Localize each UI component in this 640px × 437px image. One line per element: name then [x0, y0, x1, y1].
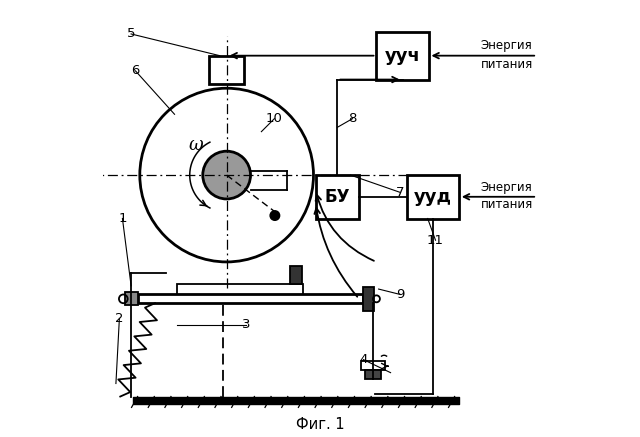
Bar [177, 284, 303, 295]
Text: Энергия: Энергия [481, 38, 532, 52]
Bar [364, 287, 374, 311]
Text: 8: 8 [348, 112, 356, 125]
Bar [361, 361, 385, 371]
Bar [125, 292, 138, 305]
Text: 10: 10 [266, 112, 283, 125]
Text: 5: 5 [127, 28, 136, 41]
Circle shape [270, 211, 280, 220]
Text: ууч: ууч [385, 47, 420, 65]
Bar [209, 55, 244, 84]
Text: ω: ω [189, 135, 204, 154]
Bar [316, 175, 359, 218]
Text: 6: 6 [131, 64, 140, 77]
Text: ууд: ууд [414, 188, 452, 206]
Circle shape [203, 151, 250, 199]
Text: 9: 9 [396, 288, 404, 301]
Bar [407, 175, 459, 218]
Text: питания: питания [481, 58, 533, 71]
Bar [376, 32, 429, 80]
Text: 4: 4 [359, 353, 367, 366]
Bar [365, 371, 381, 379]
Text: Фиг. 1: Фиг. 1 [296, 417, 344, 432]
Text: 1: 1 [118, 212, 127, 225]
Text: 2: 2 [115, 312, 124, 325]
Text: 7: 7 [396, 186, 404, 199]
Text: БУ: БУ [324, 188, 350, 206]
Text: 3: 3 [242, 319, 250, 331]
Text: 11: 11 [427, 234, 444, 247]
Bar [138, 295, 364, 303]
Bar [290, 266, 302, 284]
Text: питания: питания [481, 198, 533, 211]
Text: Энергия: Энергия [481, 181, 532, 194]
